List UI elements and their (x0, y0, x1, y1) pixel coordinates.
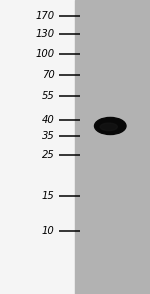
Ellipse shape (100, 123, 117, 131)
Text: 55: 55 (42, 91, 55, 101)
Text: 35: 35 (42, 131, 55, 141)
Text: 130: 130 (36, 29, 55, 39)
Text: 15: 15 (42, 191, 55, 201)
Text: 70: 70 (42, 70, 55, 80)
Text: 25: 25 (42, 150, 55, 160)
Text: 100: 100 (36, 49, 55, 59)
Text: 40: 40 (42, 115, 55, 125)
Text: 170: 170 (36, 11, 55, 21)
Bar (0, 0, 75, 294)
Bar (75, 0, 150, 294)
Text: 10: 10 (42, 226, 55, 236)
Ellipse shape (94, 118, 126, 135)
